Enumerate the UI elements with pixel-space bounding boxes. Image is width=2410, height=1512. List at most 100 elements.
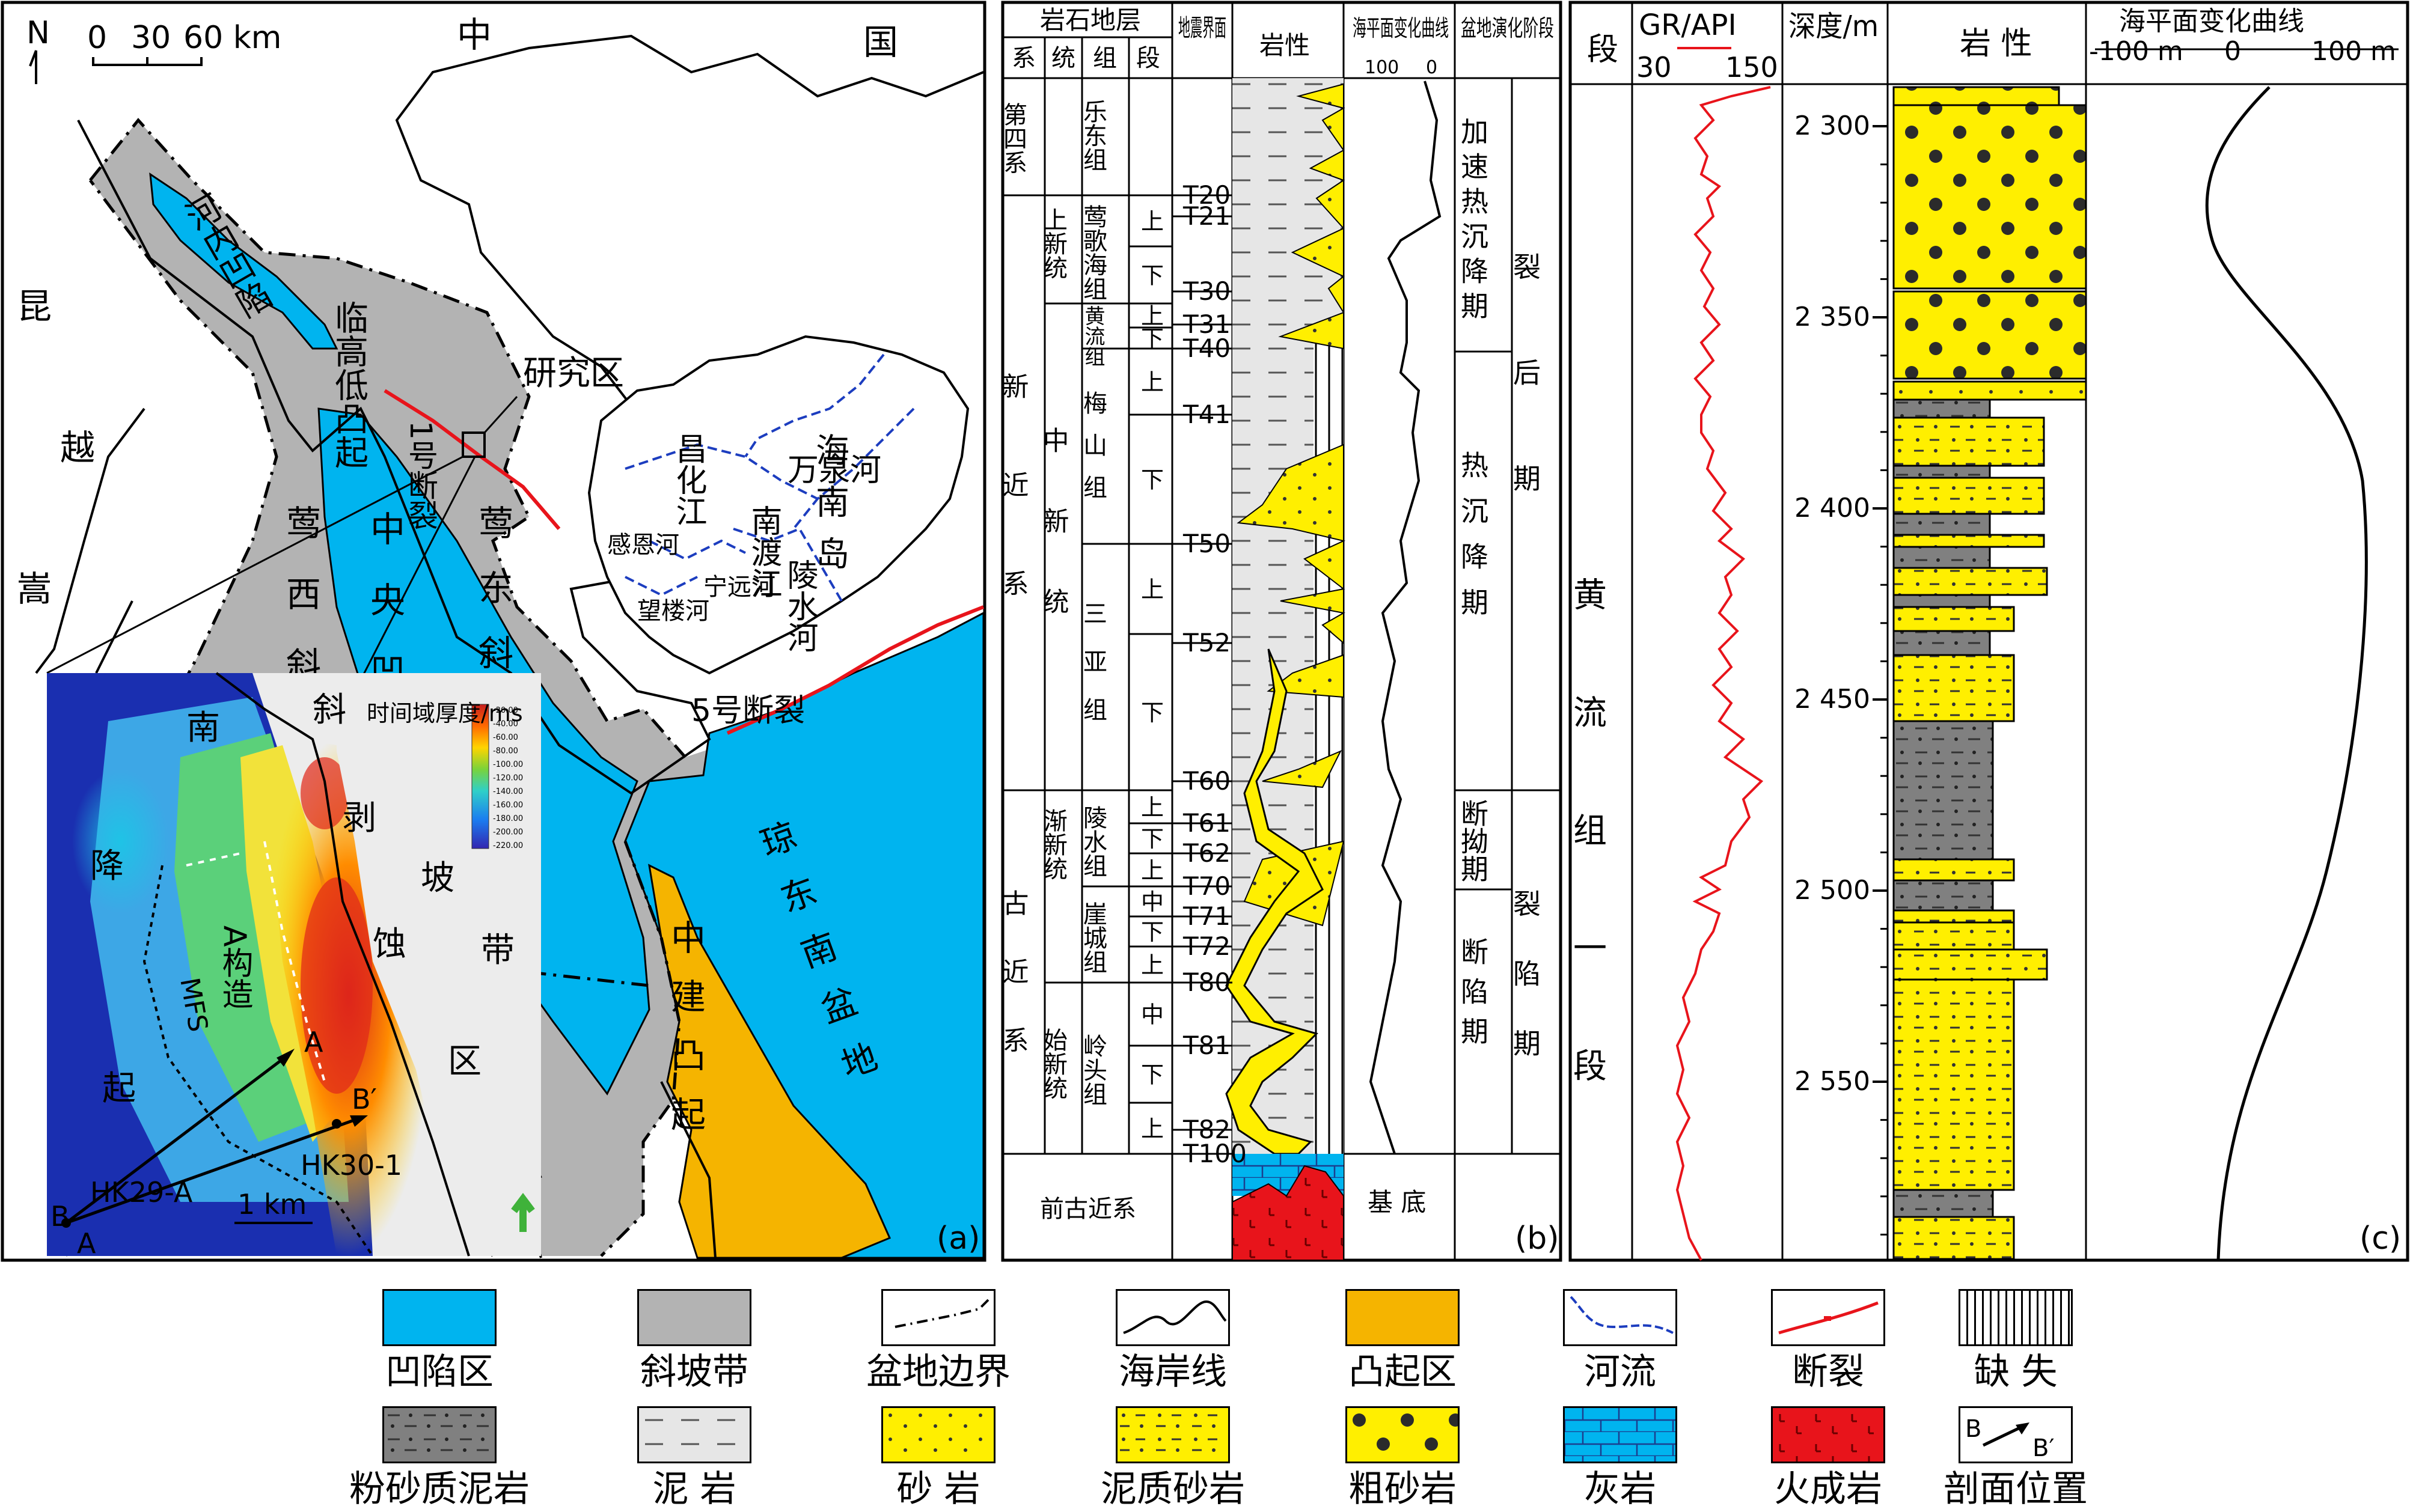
panel-b-column: 岩石地层 系 统 组 段 地震界面 岩性 海平面变化曲线 100 0 盆地演化阶… [998,1,1562,1262]
legend-depression: 凹陷区 [382,1289,497,1393]
label-kun: 昆 [17,286,52,327]
seismic-interface-label: T70 [1182,871,1231,901]
well-hk30-1 [332,1119,341,1129]
fault-5 [726,605,985,735]
north-label: N [26,15,50,51]
member-label: 上 [1141,794,1164,821]
hdr-gr: GR/API [1639,8,1737,42]
legend-missing: 缺 失 [1959,1289,2073,1393]
leader-line-1 [46,456,463,674]
hdr-sealevel: 海平面变化曲线 [1353,15,1449,41]
label-zhong: 中 [457,14,492,55]
legend-igneous: 火成岩 [1771,1406,1885,1510]
inset-label-xie: 斜 [313,690,346,730]
hdr-series: 统 [1051,44,1075,72]
inset-well-hk30-1: HK30-1 [301,1149,402,1181]
inset-colorbar [471,704,489,849]
seismic-interface-label: T61 [1182,808,1231,838]
hdr-sl-tick-0: 0 [1426,57,1437,78]
legend-basin-boundary: 盆地边界 [866,1289,1011,1393]
seismic-interface-label: T71 [1182,901,1231,931]
legend-coarse-sandstone: 粗砂岩 [1345,1406,1460,1510]
hanoi-depression [149,172,338,350]
series-pliocene: 上新统 [1039,207,1067,279]
series-eocene: 始新统 [1039,1028,1067,1100]
hdr-litho: 岩石地层 [1040,5,1141,35]
label-linggao: 临高低凸起 [329,300,369,469]
colorbar-tick: -100.00 [493,760,523,769]
panel-c-lith-blocks [1892,86,2087,1260]
profile-a-arrowhead [277,1049,295,1067]
inset-label-nan: 南 [186,709,220,748]
stage-fault-sag: 断拗期 [1457,799,1489,882]
legend-river: 河流 [1563,1289,1677,1393]
seismic-interface-label: T100 [1182,1139,1247,1168]
label-river-wanglou: 望楼河 [637,597,709,625]
hdr-gr-min: 30 [1636,51,1672,84]
inset-label-a-structure: A构造 [216,925,252,1010]
panel-c-welllog: 段 GR/API 30 150 深度/m 岩 性 海平面变化曲线 -100 m … [1568,1,2409,1262]
hdr-sl: 海平面变化曲线 [2119,6,2304,37]
hdr-seismic: 地震界面 [1178,14,1226,42]
member-label: 下 [1141,700,1164,726]
member-label: 上 [1141,1116,1164,1142]
inset-thickness-map: 时间域厚度/ms -20.00 -40.00 -60.00 -80.00 -100.00… [47,672,541,1260]
member-label: 上 [1141,952,1164,978]
stage-post-rift: 裂后期 [1509,252,1541,570]
inset-label-dai: 带 [481,931,515,970]
stage-accel-thermal: 加速热沉降期 [1457,117,1489,326]
member-label: 上 [1141,369,1164,395]
member-label: 下 [1141,326,1164,352]
colorbar-tick: -220.00 [493,841,523,850]
colorbar-tick: -200.00 [493,828,523,837]
inset-point-a: A [304,1026,323,1058]
member-label: 下 [1141,467,1164,493]
label-study: 研究区 [523,354,624,393]
colorbar-tick: -180.00 [493,814,523,823]
legend-fault: 断裂 [1771,1289,1885,1393]
member-label: 上 [1141,209,1164,235]
zhongjian-uplift [648,864,891,1259]
seismic-interface-label: T81 [1182,1031,1231,1060]
series-miocene: 中新统 [1038,427,1069,668]
inset-label-shi: 蚀 [373,925,406,964]
inset-label-jiang: 降 [90,847,124,886]
legend-section: B B′ 剖面位置 [1944,1406,2088,1510]
segment-text: 黄流组一段 [1568,577,1607,1166]
formation-meishan: 梅山组 [1079,391,1107,517]
panel-c-label: (c) [2360,1221,2401,1257]
label-river-ganen: 感恩河 [607,531,679,559]
depth-tick-label: 2 550 [1794,1066,1870,1097]
formation-yinggehai: 莺歌海组 [1079,204,1107,300]
hdr-sl-tick-0: 0 [2224,36,2241,67]
lith-igneous-basement [1232,1165,1344,1261]
system-paleogene: 古近系 [998,889,1029,1095]
scale-tick-1: 30 [131,20,171,56]
north-arrow-icon [29,50,37,84]
legend-section-b: B [1965,1415,1981,1443]
member-label: 下 [1141,919,1164,945]
profile-a [65,1053,290,1224]
legend-sandstone: 砂 岩 [881,1406,996,1510]
formation-huangliu: 黄流组 [1081,305,1105,367]
hdr-formation: 组 [1093,44,1117,72]
stage-fault-depression: 断陷期 [1457,937,1489,1056]
hdr-sl-tick-100: 100 [1365,57,1399,78]
stage-thermal: 热沉降期 [1457,451,1489,633]
legend-slope: 斜坡带 [637,1289,751,1393]
legend-coastline: 海岸线 [1116,1289,1230,1393]
legend-limestone: 灰岩 [1563,1406,1677,1510]
depth-tick-label: 2 450 [1794,684,1870,715]
seismic-interface-label: T52 [1182,628,1231,657]
colorbar-tick: -140.00 [493,787,523,796]
depth-tick-label: 2 400 [1794,493,1870,523]
scale-tick-2: 60 km [183,20,281,56]
member-label: 下 [1141,826,1164,852]
seismic-interface-label: T80 [1182,968,1231,997]
member-label: 上 [1141,576,1164,603]
pre-paleogene: 前古近系 [1040,1195,1136,1223]
seismic-interface-label: T30 [1182,276,1231,306]
panel-a-map: N 0 30 60 km 中 国 昆 越 嵩 河内凹陷 临高低凸起 莺西斜坡带 … [1,1,986,1262]
formation-yacheng: 崖城组 [1079,901,1107,974]
label-river-nandu: 南渡江 [745,505,781,599]
